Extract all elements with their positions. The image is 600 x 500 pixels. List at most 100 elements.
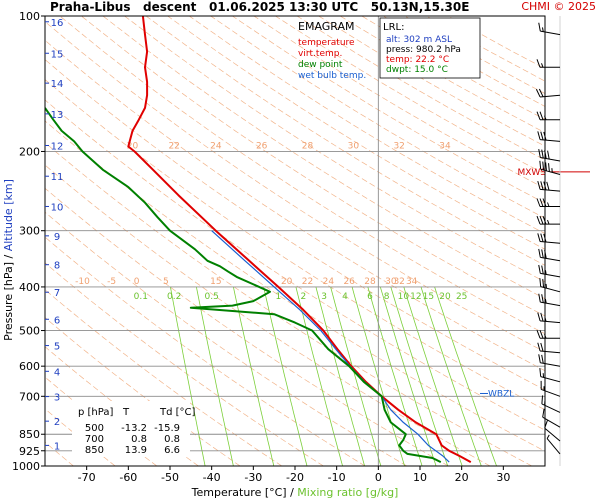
wind-barb bbox=[537, 180, 561, 192]
wind-barb-half bbox=[543, 386, 545, 391]
adiabat-label: 28 bbox=[302, 141, 314, 151]
series-layer bbox=[45, 16, 472, 463]
wind-barb-half bbox=[542, 373, 545, 378]
altitude-tick-label: 10 bbox=[51, 202, 64, 213]
altitude-tick-label: 8 bbox=[54, 261, 60, 272]
temperature-tick-label: -30 bbox=[244, 471, 262, 484]
wind-barb-staff bbox=[540, 241, 561, 244]
x-axis-label: Temperature [°C] / Mixing ratio [g/kg] bbox=[191, 486, 399, 499]
wind-barb-flag bbox=[538, 293, 541, 303]
wind-barb-flag bbox=[537, 131, 541, 140]
wind-barb-flag bbox=[539, 198, 544, 207]
wind-barb-flag bbox=[539, 111, 544, 120]
wind-barb bbox=[538, 264, 561, 278]
mixing-ratio-label: 20 bbox=[439, 292, 451, 302]
wind-barb-staff bbox=[540, 94, 561, 98]
wind-barb-flag bbox=[544, 249, 547, 259]
wind-barb-staff bbox=[540, 157, 561, 162]
wind-barb-flag bbox=[539, 215, 544, 225]
wind-barb-flag bbox=[537, 180, 541, 190]
level-table-bg bbox=[72, 401, 190, 457]
wind-barb-flag bbox=[541, 149, 544, 159]
wind-barb-flag bbox=[540, 342, 544, 352]
wind-barb bbox=[536, 59, 560, 68]
wind-barb bbox=[539, 278, 561, 293]
adiabat-label: -10 bbox=[75, 277, 90, 287]
altitude-tick-label: 4 bbox=[54, 367, 60, 378]
altitude-tick-label: 15 bbox=[51, 49, 64, 60]
wind-barb-flag bbox=[536, 215, 541, 225]
level-table-cell: 0.8 bbox=[164, 434, 180, 445]
wind-barb-half bbox=[541, 63, 544, 68]
dry-adiabat bbox=[45, 211, 408, 466]
mixing-ratio-label: 15 bbox=[423, 292, 434, 302]
wind-barb-half bbox=[544, 115, 547, 120]
level-table-header: T bbox=[122, 407, 130, 418]
adiabat-label: 20 bbox=[281, 277, 293, 287]
wind-barb bbox=[538, 354, 561, 367]
adiabat-label: 24 bbox=[210, 141, 222, 151]
altitude-tick-label: 7 bbox=[54, 288, 60, 299]
chart-header: Praha-Libus descent 01.06.2025 13:30 UTC… bbox=[50, 0, 469, 14]
wind-barb bbox=[538, 22, 561, 36]
y-axis-label-pressure: Pressure [hPa] / bbox=[2, 251, 15, 341]
wind-barb-flag bbox=[535, 89, 541, 98]
dry-adiabat bbox=[145, 16, 545, 266]
wind-barb-flag bbox=[538, 88, 544, 97]
wind-barb-flag bbox=[539, 368, 542, 377]
wind-barb-flag bbox=[547, 150, 550, 160]
adiabat-label: 34 bbox=[439, 141, 451, 151]
wind-barb-flag bbox=[537, 312, 541, 321]
pressure-tick-label: 400 bbox=[19, 281, 40, 294]
adiabat-label: 30 bbox=[385, 277, 397, 287]
wind-barb-flag bbox=[544, 150, 547, 159]
dry-adiabat bbox=[45, 236, 366, 466]
mixing-ratio-label: 1 bbox=[275, 292, 281, 302]
altitude-tick-label: 13 bbox=[51, 110, 64, 121]
wind-barb bbox=[537, 233, 561, 244]
wind-barb-flag bbox=[541, 265, 544, 275]
wind-barb-flag bbox=[539, 160, 542, 170]
temperature-tick-label: -50 bbox=[161, 471, 179, 484]
mxws-label: MXWS bbox=[517, 168, 546, 178]
altitude-tick-label: 6 bbox=[54, 315, 60, 326]
wind-barb-staff bbox=[541, 388, 561, 397]
lrl-title: LRL: bbox=[383, 22, 404, 33]
wind-barb-flag bbox=[537, 342, 541, 352]
lrl-dewpoint: dwpt: 15.0 °C bbox=[386, 65, 448, 75]
grid-layer bbox=[45, 16, 545, 466]
legend-temperature: temperature bbox=[298, 38, 355, 48]
wind-barb-flag bbox=[540, 233, 544, 242]
wind-barb-flag bbox=[542, 278, 545, 288]
mixing-ratio-label: 10 bbox=[398, 292, 410, 302]
wind-barb-flag bbox=[538, 22, 541, 32]
wind-barb-flag bbox=[538, 354, 541, 363]
pressure-tick-label: 600 bbox=[19, 360, 40, 373]
dry-adiabat bbox=[45, 39, 545, 372]
altitude-tick-label: 14 bbox=[51, 79, 64, 90]
adiabat-label: 34 bbox=[406, 277, 418, 287]
wind-barb-half bbox=[544, 298, 547, 304]
wind-barb-half bbox=[547, 219, 550, 225]
lrl-pressure: press: 980.2 hPa bbox=[386, 45, 461, 55]
mixing-ratio-label: 0.5 bbox=[205, 292, 219, 302]
wind-barb-flag bbox=[541, 249, 544, 258]
credit-label: CHMI © 2025 bbox=[521, 0, 596, 13]
lrl-temperature: temp: 22.2 °C bbox=[386, 55, 449, 65]
wind-barb bbox=[537, 312, 561, 324]
wind-barb-flag bbox=[540, 131, 544, 141]
wind-barb-flag bbox=[543, 233, 547, 243]
chart-title: EMAGRAM bbox=[298, 20, 355, 33]
wind-barb bbox=[544, 419, 561, 442]
altitude-tick-label: 9 bbox=[54, 232, 60, 243]
temperature-tick-label: -70 bbox=[78, 471, 96, 484]
level-table-header: p [hPa] bbox=[78, 407, 113, 418]
wind-barb-half bbox=[547, 202, 550, 207]
dry-adiabat bbox=[45, 346, 199, 466]
wind-barb-flag bbox=[540, 181, 544, 190]
wind-barb-flag bbox=[543, 131, 547, 141]
wind-barb-flag bbox=[536, 330, 541, 339]
wind-barb-half bbox=[544, 317, 547, 322]
wind-barb-flag bbox=[538, 264, 541, 274]
